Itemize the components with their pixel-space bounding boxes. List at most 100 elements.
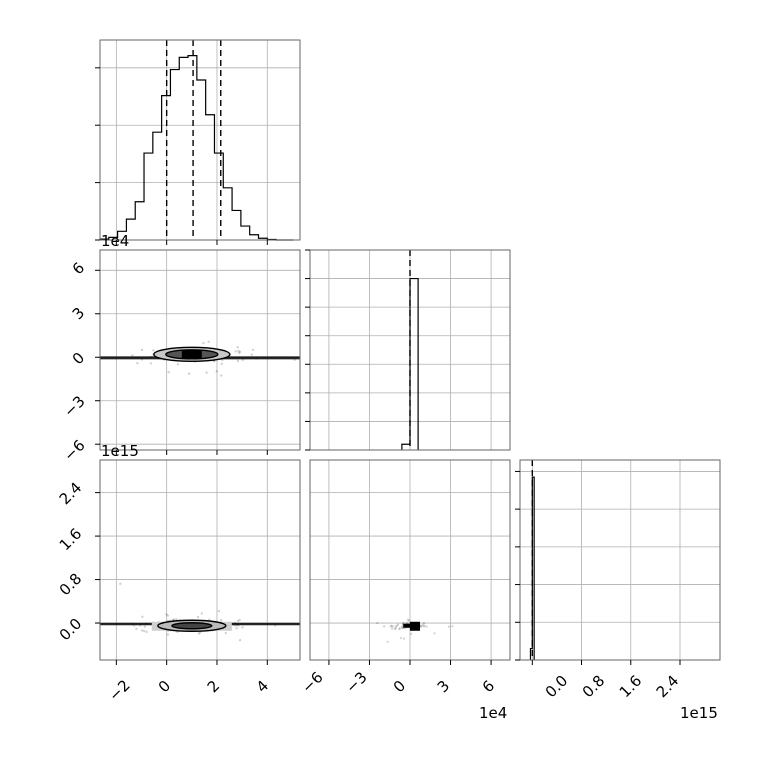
sample-point (215, 370, 218, 373)
sample-point (399, 636, 402, 640)
sample-point (165, 613, 168, 616)
sample-point (135, 627, 138, 631)
offset-label-param-2-x: 1e4 (479, 704, 507, 722)
sample-point (220, 618, 223, 622)
x-tick-label: 6 (479, 677, 498, 696)
sample-point (386, 640, 389, 643)
sample-point (196, 615, 200, 619)
sample-point (241, 626, 244, 629)
x-tick-label: 0.8 (579, 672, 609, 702)
sample-point (383, 625, 386, 628)
y-tick-label: −6 (60, 436, 88, 464)
histogram-step (99, 55, 294, 241)
y-tick-label: 0.8 (56, 570, 86, 600)
contour-inner (171, 622, 213, 630)
sample-point (234, 350, 237, 353)
sample-point (149, 362, 153, 365)
sample-point (217, 609, 221, 613)
y-tick-label: 6 (69, 259, 88, 278)
y-tick-label: 1.6 (56, 525, 86, 555)
sample-point (401, 627, 404, 630)
sample-point (422, 621, 426, 625)
density-core (410, 621, 420, 631)
sample-point (220, 374, 223, 377)
sample-point (420, 625, 423, 628)
x-tick-label: −3 (342, 668, 370, 696)
sample-point (119, 582, 122, 586)
sample-point (250, 353, 253, 356)
sample-point (202, 342, 205, 345)
axes-frame (99, 39, 301, 241)
sample-point (451, 625, 454, 628)
sample-point (425, 625, 428, 628)
sample-point (238, 639, 242, 642)
x-tick-label: 1.6 (616, 672, 646, 702)
sample-point (175, 617, 178, 621)
sample-point (391, 627, 394, 630)
sample-point (236, 346, 239, 349)
sample-point (220, 362, 223, 365)
sample-point (205, 371, 208, 374)
gridlines (100, 40, 300, 241)
y-tick-label: 3 (69, 304, 88, 323)
y-tick-label: 0.0 (56, 615, 86, 645)
density-core (181, 350, 202, 359)
axes-frame (309, 249, 511, 451)
sample-point (391, 625, 394, 628)
sample-point (398, 626, 401, 630)
sample-point (410, 632, 413, 635)
scatter-param-3-vs-param-1 (95, 459, 301, 665)
sample-point (140, 629, 144, 632)
sample-point (396, 623, 400, 626)
x-tick-label: 4 (253, 677, 272, 696)
sample-point (145, 630, 148, 634)
sample-point (407, 618, 410, 621)
sample-point (237, 349, 240, 353)
sample-point (187, 372, 191, 375)
offset-label-param-3-y: 1e15 (101, 442, 139, 460)
sample-point (400, 625, 404, 628)
sample-point (172, 618, 175, 621)
sample-point (447, 625, 451, 628)
x-tick-label: 3 (434, 677, 453, 696)
sample-point (136, 361, 139, 365)
sample-point (141, 615, 144, 619)
sample-point (238, 350, 242, 353)
sample-point (389, 625, 392, 628)
x-tick-label: −2 (105, 676, 133, 704)
y-tick-label: −3 (60, 392, 88, 420)
sample-point (224, 631, 228, 635)
sample-point (395, 624, 399, 627)
offset-label-param-2-y: 1e4 (101, 232, 129, 250)
x-tick-label: 0 (390, 677, 409, 696)
sample-point (402, 621, 405, 624)
scatter-param-2-vs-param-1 (95, 249, 301, 455)
y-tick-label: 0 (69, 349, 88, 368)
scatter-param-3-vs-param-2 (309, 459, 511, 665)
sample-point (197, 632, 201, 635)
sample-point (393, 628, 397, 631)
x-tick-label: 2 (204, 677, 223, 696)
marginal-histogram-param-2 (305, 249, 511, 451)
sample-point (238, 618, 241, 622)
sample-point (166, 633, 170, 636)
gridlines (520, 460, 720, 661)
sample-point (398, 628, 401, 631)
x-tick-label: 0.0 (542, 672, 572, 702)
y-tick-label: 2.4 (56, 479, 86, 509)
sample-point (394, 625, 397, 628)
offset-label-param-3-x: 1e15 (680, 704, 718, 722)
sample-point (152, 349, 155, 352)
sample-point (407, 619, 410, 622)
sample-point (406, 621, 409, 625)
sample-point (166, 614, 170, 617)
marginal-histogram-param-1 (95, 39, 301, 245)
axes-frame (99, 249, 301, 451)
x-tick-label: −6 (298, 668, 326, 696)
sample-point (433, 632, 436, 635)
x-tick-label: 0 (155, 677, 174, 696)
sample-point (236, 359, 240, 363)
sample-point (251, 348, 255, 352)
sample-point (200, 612, 203, 615)
